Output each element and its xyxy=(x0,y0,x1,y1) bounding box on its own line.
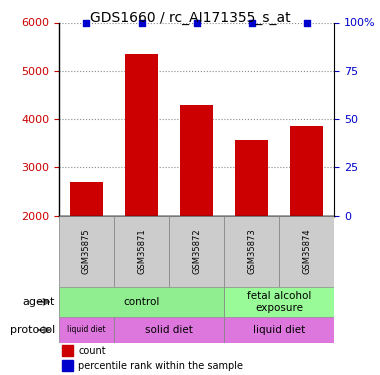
Bar xyxy=(224,287,334,317)
Bar xyxy=(62,345,73,356)
Text: GSM35872: GSM35872 xyxy=(192,228,201,274)
Bar xyxy=(169,216,224,287)
Bar xyxy=(70,182,103,216)
Bar xyxy=(59,216,114,287)
Text: GSM35873: GSM35873 xyxy=(247,228,256,274)
Bar xyxy=(180,105,213,216)
Bar xyxy=(114,317,224,343)
Bar xyxy=(235,140,268,216)
Text: fetal alcohol
exposure: fetal alcohol exposure xyxy=(247,291,312,313)
Point xyxy=(84,20,90,26)
Text: GSM35874: GSM35874 xyxy=(302,228,311,274)
Bar xyxy=(290,126,323,216)
Bar xyxy=(62,360,73,371)
Bar xyxy=(114,216,169,287)
Text: GSM35875: GSM35875 xyxy=(82,228,91,274)
Point xyxy=(138,20,144,26)
Text: agent: agent xyxy=(23,297,55,307)
Point xyxy=(304,20,310,26)
Text: liquid diet: liquid diet xyxy=(253,325,306,335)
Bar xyxy=(224,317,334,343)
Text: protocol: protocol xyxy=(10,325,55,335)
Text: percentile rank within the sample: percentile rank within the sample xyxy=(78,361,243,370)
Point xyxy=(249,20,255,26)
Bar xyxy=(279,216,334,287)
Text: count: count xyxy=(78,346,106,355)
Bar xyxy=(125,54,158,216)
Bar xyxy=(59,317,114,343)
Point xyxy=(193,20,200,26)
Bar xyxy=(59,287,224,317)
Text: solid diet: solid diet xyxy=(145,325,193,335)
Text: control: control xyxy=(124,297,160,307)
Text: GDS1660 / rc_AI171355_s_at: GDS1660 / rc_AI171355_s_at xyxy=(90,11,290,25)
Text: GSM35871: GSM35871 xyxy=(137,228,146,274)
Text: liquid diet: liquid diet xyxy=(67,326,106,334)
Bar xyxy=(224,216,279,287)
